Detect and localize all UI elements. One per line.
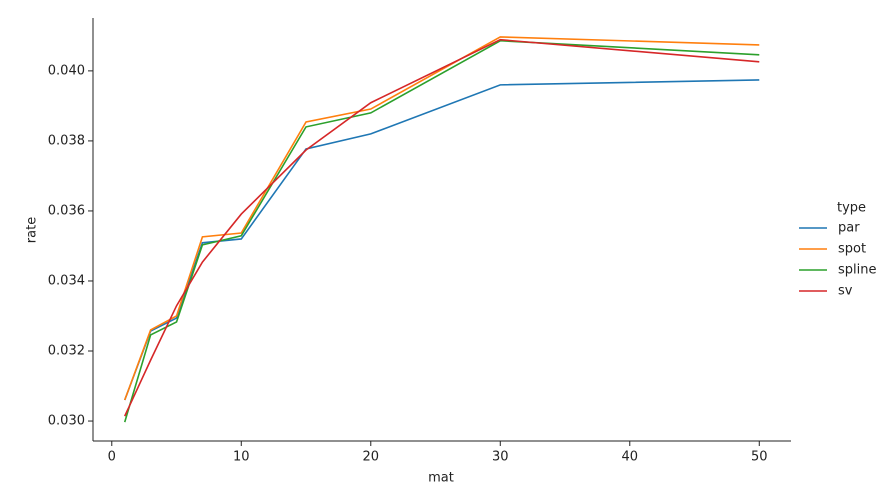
x-axis-label: mat xyxy=(428,471,454,486)
x-tick-label: 0 xyxy=(108,450,116,465)
line-series xyxy=(124,38,760,417)
y-tick-label: 0.040 xyxy=(48,63,85,78)
x-tick-label: 30 xyxy=(492,450,509,465)
legend-label: par xyxy=(838,221,860,236)
y-tick-label: 0.030 xyxy=(48,414,85,429)
legend-title: type xyxy=(837,201,866,216)
legend-label: sv xyxy=(838,284,853,299)
y-tick-label: 0.036 xyxy=(48,203,85,218)
legend-label: spline xyxy=(838,263,877,278)
line-series xyxy=(123,39,760,423)
x-tick-label: 20 xyxy=(363,450,380,465)
x-tick-label: 40 xyxy=(622,450,639,465)
x-tick-label: 10 xyxy=(233,450,250,465)
line-series xyxy=(123,79,760,401)
y-tick-label: 0.038 xyxy=(48,133,85,148)
x-tick-label: 50 xyxy=(751,450,768,465)
y-tick-label: 0.032 xyxy=(48,344,85,359)
line-series xyxy=(123,36,760,401)
legend-label: spot xyxy=(838,242,866,257)
y-axis-label: rate xyxy=(25,217,40,243)
y-tick-label: 0.034 xyxy=(48,273,85,288)
